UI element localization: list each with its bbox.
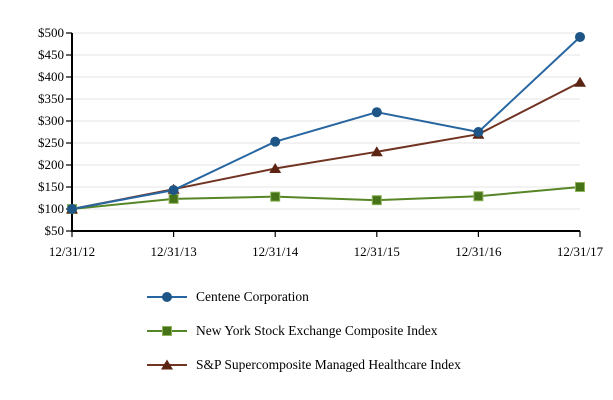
x-tick-label: 12/31/16 — [455, 244, 502, 259]
series-line-1 — [71, 186, 581, 210]
legend-item-centene: Centene Corporation — [147, 290, 461, 304]
y-tick-label: $350 — [38, 91, 64, 106]
y-tick-label: $450 — [38, 47, 64, 62]
x-tick-label: 12/31/14 — [252, 244, 299, 259]
y-tick-label: $100 — [38, 201, 64, 216]
legend-item-sp-healthcare: S&P Supercomposite Managed Healthcare In… — [147, 358, 461, 372]
legend-label-sp-healthcare: S&P Supercomposite Managed Healthcare In… — [196, 357, 461, 372]
x-tick-label: 12/31/17 — [557, 244, 604, 259]
legend-circle-marker-icon — [147, 292, 187, 302]
legend-triangle-marker-icon — [147, 359, 187, 370]
data-point-square — [270, 191, 281, 202]
data-point-circle — [270, 136, 281, 147]
y-tick-label: $250 — [38, 135, 64, 150]
series-line-0 — [71, 36, 581, 210]
data-point-square — [371, 195, 382, 206]
data-point-square — [575, 182, 585, 192]
chart-legend: Centene Corporation New York Stock Excha… — [147, 290, 461, 392]
data-point-circle — [473, 127, 484, 137]
data-point-square — [168, 193, 179, 204]
gridlines — [72, 32, 580, 210]
data-point-circle — [67, 204, 77, 214]
data-point-circle — [162, 292, 172, 302]
x-tick-label: 12/31/13 — [150, 244, 196, 259]
y-tick-label: $500 — [38, 25, 64, 40]
y-tick-label: $150 — [38, 179, 64, 194]
y-tick-label: $400 — [38, 69, 64, 84]
legend-label-centene: Centene Corporation — [196, 289, 309, 304]
legend-square-marker-icon — [147, 326, 187, 336]
data-point-triangle — [269, 163, 282, 174]
x-tick-label: 12/31/12 — [49, 244, 95, 259]
performance-line-chart: $50 $100 $150 $200 $250 $300 $350 $400 $450 $500 1… — [38, 25, 604, 259]
data-point-square — [162, 326, 172, 336]
data-point-circle — [371, 107, 382, 118]
legend-label-nyse: New York Stock Exchange Composite Index — [196, 323, 438, 338]
data-point-circle — [168, 185, 179, 196]
y-tick-label: $200 — [38, 157, 64, 172]
data-point-square — [473, 191, 484, 202]
data-point-triangle — [370, 146, 383, 157]
data-point-triangle — [574, 76, 586, 87]
series-line-2 — [71, 81, 581, 210]
x-tick-label: 12/31/15 — [354, 244, 400, 259]
y-tick-label: $300 — [38, 113, 64, 128]
data-point-circle — [575, 31, 585, 42]
data-point-triangle — [161, 359, 173, 370]
y-tick-label: $50 — [45, 223, 65, 238]
legend-item-nyse: New York Stock Exchange Composite Index — [147, 324, 461, 338]
